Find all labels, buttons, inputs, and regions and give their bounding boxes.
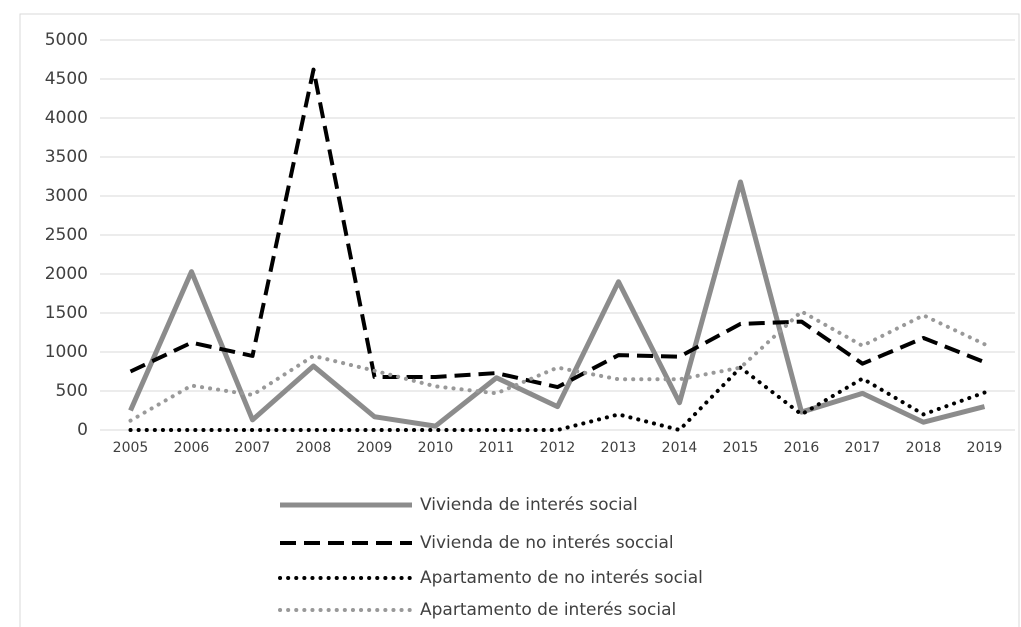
y-tick-label: 0 [77, 420, 88, 440]
chart-border [19, 13, 1020, 627]
x-tick-label: 2009 [357, 440, 393, 456]
y-tick-label: 3500 [45, 147, 88, 167]
x-tick-label: 2017 [845, 440, 881, 456]
y-tick-label: 5000 [45, 30, 88, 50]
x-tick-label: 2018 [906, 440, 942, 456]
y-tick-label: 4500 [45, 69, 88, 89]
y-tick-label: 1000 [45, 342, 88, 362]
x-tick-label: 2008 [296, 440, 332, 456]
x-tick-label: 2011 [479, 440, 515, 456]
y-tick-label: 500 [56, 381, 88, 401]
x-tick-label: 2015 [723, 440, 759, 456]
legend-label: Apartamento de interés social [420, 600, 676, 620]
x-tick-label: 2013 [601, 440, 637, 456]
y-tick-label: 2000 [45, 264, 88, 284]
x-tick-label: 2007 [235, 440, 271, 456]
x-tick-label: 2005 [113, 440, 149, 456]
x-tick-label: 2016 [784, 440, 820, 456]
series-line [128, 365, 987, 432]
y-tick-label: 1500 [45, 303, 88, 323]
x-tick-label: 2019 [967, 440, 1003, 456]
x-tick-label: 2010 [418, 440, 454, 456]
series-line [129, 67, 986, 390]
y-tick-label: 4000 [45, 108, 88, 128]
y-tick-label: 2500 [45, 225, 88, 245]
x-tick-label: 2006 [174, 440, 210, 456]
legend-label: Vivienda de no interés soccial [420, 533, 674, 553]
x-tick-label: 2012 [540, 440, 576, 456]
x-tick-label: 2014 [662, 440, 698, 456]
legend-label: Vivienda de interés social [420, 495, 638, 515]
series-line [128, 179, 986, 429]
legend-label: Apartamento de no interés social [420, 568, 703, 588]
y-tick-label: 3000 [45, 186, 88, 206]
